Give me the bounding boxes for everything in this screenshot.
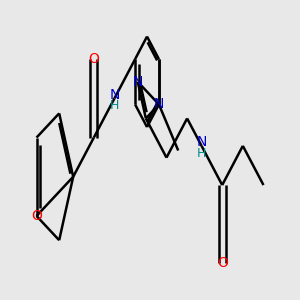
Text: O: O <box>31 209 42 223</box>
Text: O: O <box>217 256 228 271</box>
Text: N: N <box>154 98 164 111</box>
Text: N: N <box>109 88 120 102</box>
Text: O: O <box>88 52 99 66</box>
Text: H: H <box>110 99 119 112</box>
Text: N: N <box>133 75 143 89</box>
Text: N: N <box>196 135 207 149</box>
Text: H: H <box>197 147 206 160</box>
